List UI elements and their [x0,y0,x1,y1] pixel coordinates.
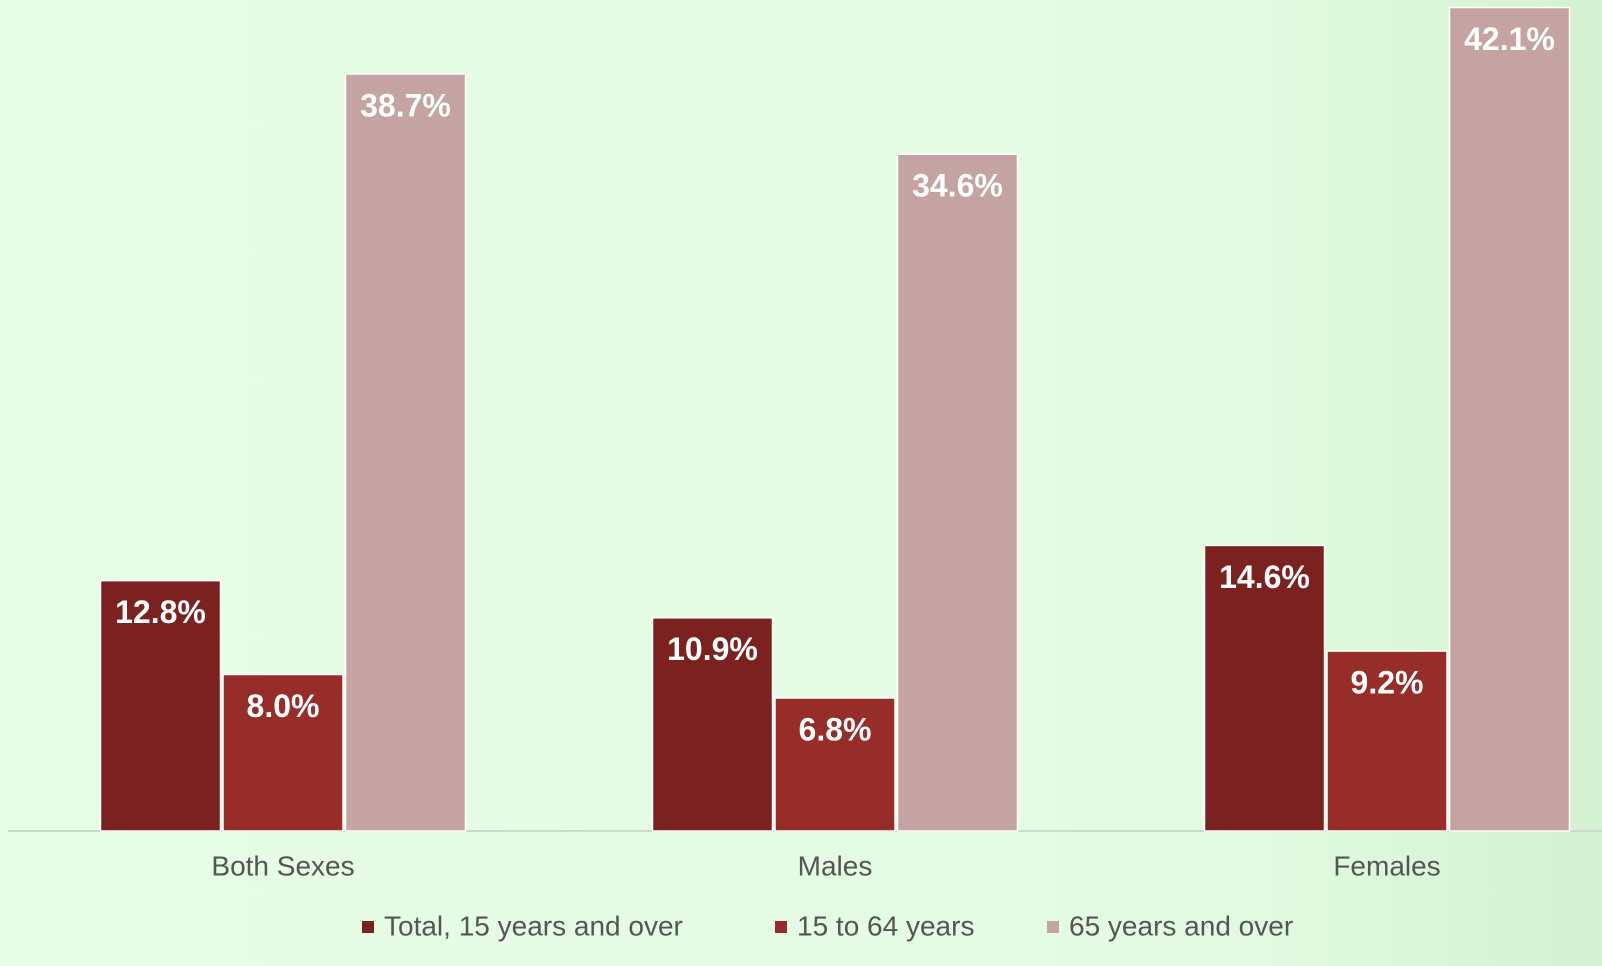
data-label: 6.8% [799,711,872,747]
bar [774,697,896,832]
bar [651,617,774,832]
x-tick-label: Females [1333,850,1440,881]
bar [344,73,467,832]
data-label: 42.1% [1464,21,1555,57]
bar [896,153,1019,832]
data-label: 12.8% [115,594,206,630]
legend-label: 15 to 64 years [797,910,974,941]
bar [1448,6,1571,832]
data-label: 34.6% [912,168,1003,204]
x-tick-label: Males [798,850,873,881]
data-label: 38.7% [360,87,451,123]
legend-swatch [775,921,787,933]
bar [99,579,222,832]
x-tick-label: Both Sexes [211,850,354,881]
data-label: 9.2% [1351,665,1424,701]
bar [1203,544,1326,832]
bar [222,673,344,832]
legend-swatch [362,921,374,933]
data-label: 8.0% [247,688,320,724]
legend-swatch [1047,921,1059,933]
legend-label: 65 years and over [1069,910,1293,941]
data-label: 14.6% [1219,559,1310,595]
bar [1326,650,1448,832]
data-label: 10.9% [667,631,758,667]
legend-label: Total, 15 years and over [384,910,683,941]
